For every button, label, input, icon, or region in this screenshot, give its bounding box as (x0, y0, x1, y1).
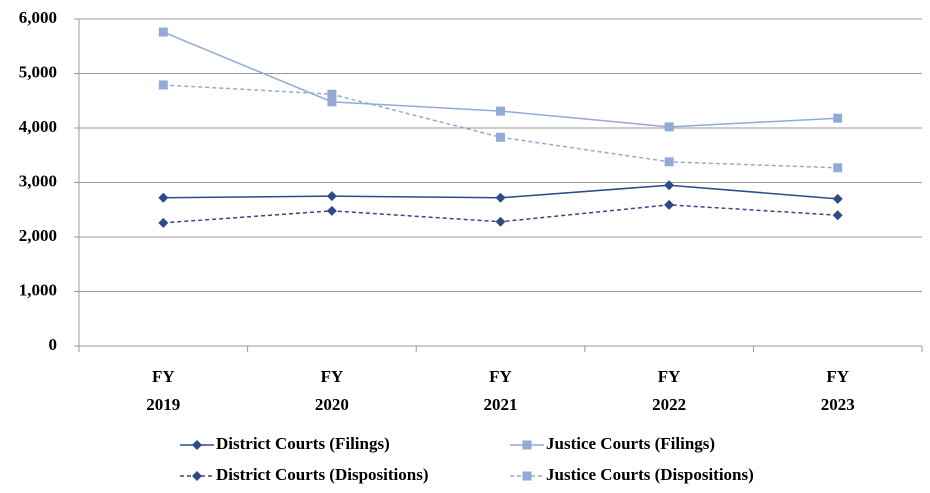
y-tick-label: 3,000 (19, 171, 57, 190)
data-point (496, 106, 505, 116)
data-point (496, 132, 505, 142)
legend-label: Justice Courts (Dispositions) (546, 465, 754, 484)
data-point (664, 122, 674, 132)
data-point (158, 27, 168, 37)
x-tick-label: FY 2022 (652, 367, 686, 414)
data-point (495, 216, 506, 227)
data-point (832, 193, 843, 204)
legend-label: District Courts (Filings) (216, 434, 390, 453)
data-point (158, 192, 169, 203)
data-point (327, 89, 337, 99)
data-point (833, 113, 843, 123)
y-tick-label: 2,000 (19, 226, 57, 245)
data-point (664, 157, 674, 167)
y-tick-label: 6,000 (19, 8, 57, 27)
x-tick-label: FY 2021 (484, 367, 518, 414)
legend-marker (192, 471, 202, 481)
y-tick-label: 0 (49, 335, 58, 354)
data-point (326, 191, 337, 202)
data-point (664, 199, 675, 210)
y-tick-label: 5,000 (19, 62, 57, 81)
data-point (158, 217, 169, 228)
x-tick-label: FY 2023 (821, 367, 855, 414)
y-tick-label: 1,000 (19, 280, 57, 299)
data-point (158, 80, 168, 90)
x-tick-label: FY 2020 (315, 367, 349, 414)
x-tick-label: FY 2019 (146, 367, 180, 414)
series-line (163, 84, 838, 169)
legend-marker (192, 440, 202, 450)
data-point (833, 163, 843, 173)
legend-marker (522, 471, 532, 481)
data-point (495, 192, 506, 203)
data-point (327, 97, 337, 107)
data-point (832, 210, 843, 221)
data-point (326, 205, 337, 216)
y-tick-label: 4,000 (19, 117, 57, 136)
legend-marker (522, 440, 532, 450)
data-point (664, 180, 675, 191)
legend-label: District Courts (Dispositions) (216, 465, 429, 484)
legend-label: Justice Courts (Filings) (546, 434, 715, 453)
